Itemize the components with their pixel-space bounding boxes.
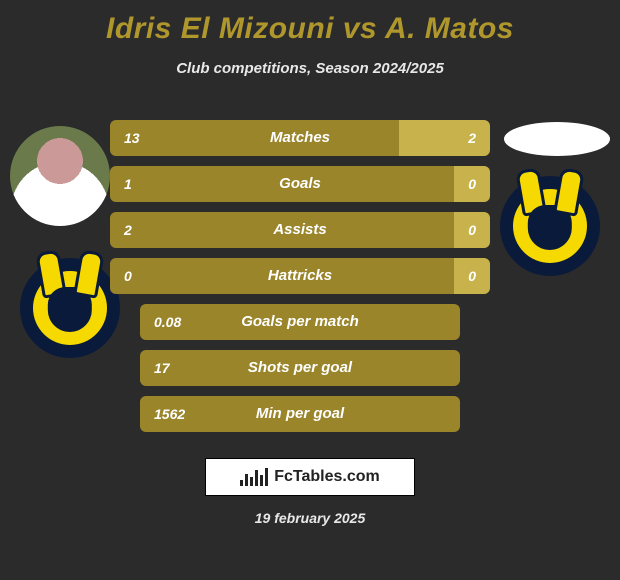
date-label: 19 february 2025 [0,510,620,526]
stat-value-p1: 0.08 [154,314,181,330]
stat-bar-p2: 0 [454,212,490,248]
stats-container: 13 2 Matches 1 0 Goals 2 0 Assists 0 0 Hattricks 0.0… [110,120,490,442]
branding-text: FcTables.com [274,468,380,486]
stat-label: Hattricks [268,258,332,294]
stat-label: Shots per goal [248,350,352,386]
oxford-badge-icon [513,189,587,263]
player2-name: A. Matos [385,12,514,45]
branding-logo: FcTables.com [205,458,415,496]
oxford-badge-icon [33,271,107,345]
comparison-title: Idris El Mizouni vs A. Matos [0,0,620,46]
player2-avatar [504,122,610,156]
stat-value-p1: 0 [124,268,132,284]
stat-row: 2 0 Assists [110,212,490,248]
vs-label: vs [343,12,377,45]
stat-value-p1: 1 [124,176,132,192]
stat-label: Matches [270,120,330,156]
player1-avatar-img [10,126,110,226]
stat-value-p2: 0 [468,222,476,238]
player2-club-badge [500,176,600,276]
stat-row: 0.08 Goals per match [140,304,460,340]
stat-label: Goals per match [241,304,359,340]
chart-icon [240,468,268,486]
stat-value-p1: 17 [154,360,170,376]
stat-bar-p2: 2 [399,120,490,156]
stat-row: 17 Shots per goal [140,350,460,386]
stat-label: Assists [273,212,326,248]
stat-row: 1562 Min per goal [140,396,460,432]
stat-value-p2: 2 [468,130,476,146]
player1-avatar [10,126,110,226]
subtitle: Club competitions, Season 2024/2025 [0,60,620,77]
stat-value-p1: 1562 [154,406,185,422]
stat-row: 13 2 Matches [110,120,490,156]
stat-value-p1: 13 [124,130,140,146]
stat-row: 1 0 Goals [110,166,490,202]
player1-club-badge [20,258,120,358]
stat-label: Min per goal [256,396,344,432]
stat-value-p2: 0 [468,176,476,192]
stat-bar-p2: 0 [454,258,490,294]
player1-name: Idris El Mizouni [106,12,334,45]
stat-row: 0 0 Hattricks [110,258,490,294]
stat-bar-p2: 0 [454,166,490,202]
stat-value-p1: 2 [124,222,132,238]
stat-bar-p1: 13 [110,120,399,156]
stat-label: Goals [279,166,321,202]
stat-value-p2: 0 [468,268,476,284]
